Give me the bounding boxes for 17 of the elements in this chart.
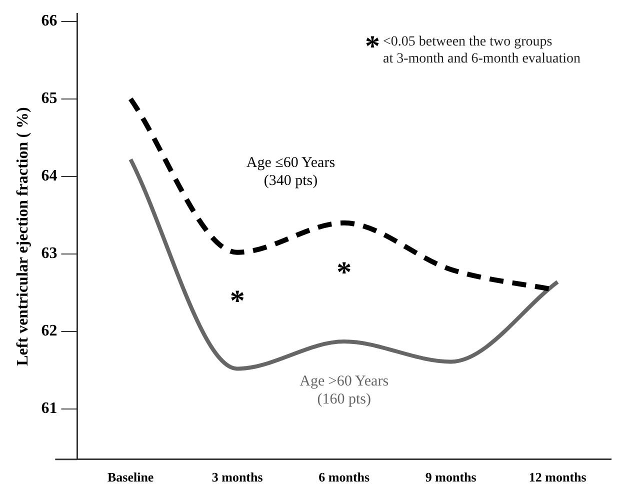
y-tick-label: 63: [41, 245, 58, 262]
y-tick-label: 65: [41, 90, 58, 108]
y-axis-title: Left ventricular ejection fraction ( %): [14, 107, 32, 366]
x-tick-label: Baseline: [107, 470, 154, 485]
y-tick-label: 66: [41, 12, 58, 30]
x-tick-label: 9 months: [425, 470, 476, 485]
text: Age ≤60 Years (340 pts): [246, 154, 336, 189]
y-tick-label: 62: [41, 322, 58, 340]
series-label: Age >60 Years (160 pts): [300, 373, 389, 408]
x-tick-label: 12 months: [528, 470, 586, 485]
y-tick-label: 64: [41, 168, 58, 185]
x-tick-label: 3 months: [212, 470, 263, 485]
y-tick-label: 61: [41, 400, 58, 418]
x-tick-label: 6 months: [318, 470, 370, 485]
annotation: *: [230, 284, 245, 318]
annotation: *: [336, 256, 352, 289]
line-series: [128, 157, 560, 371]
